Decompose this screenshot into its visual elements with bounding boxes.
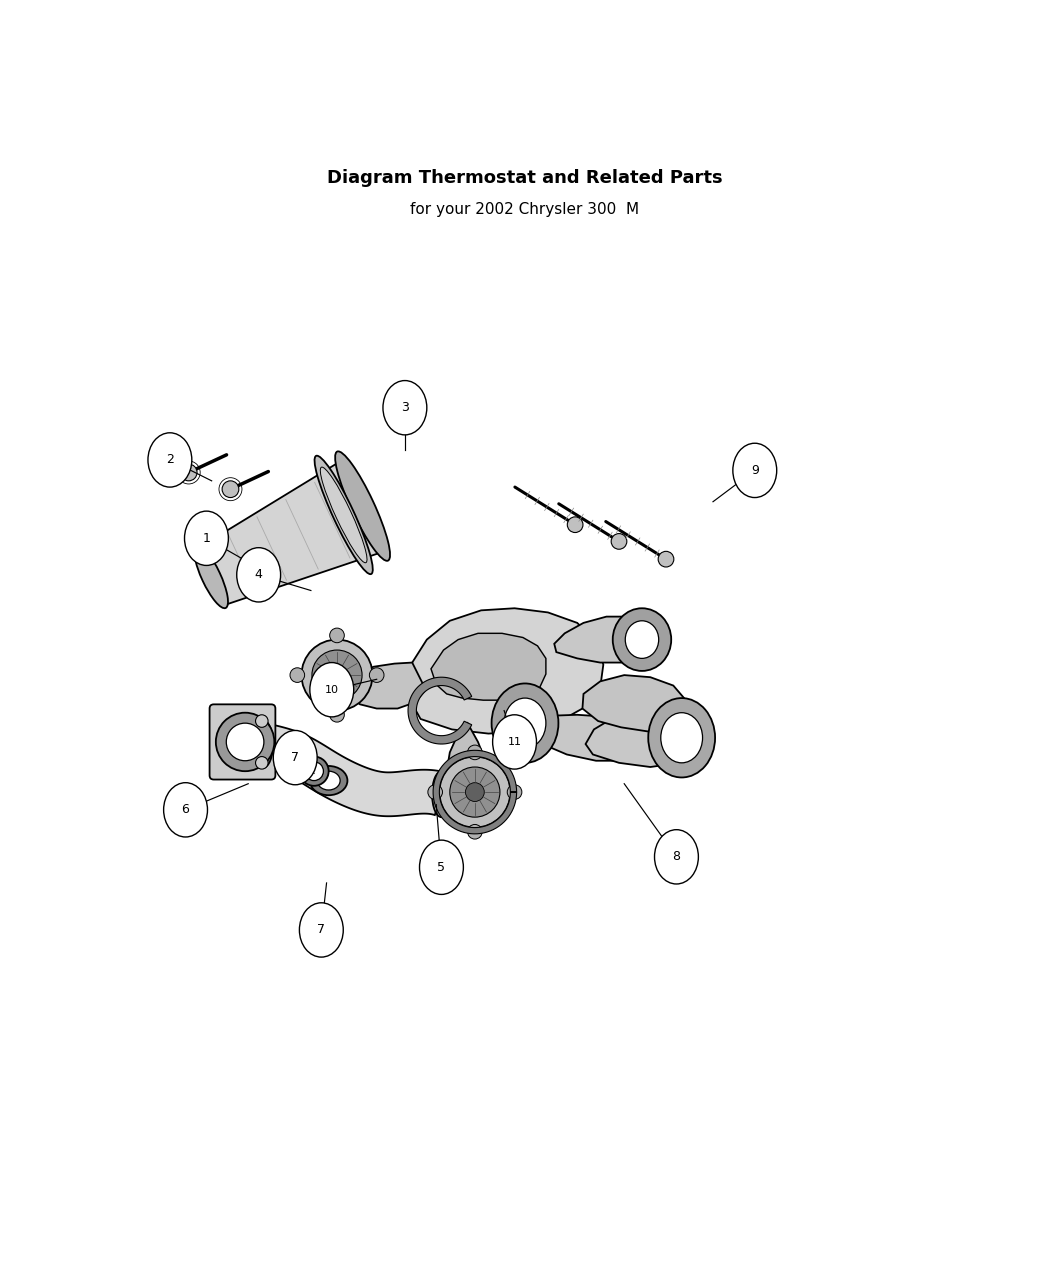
- Polygon shape: [583, 674, 686, 732]
- Ellipse shape: [465, 783, 484, 802]
- Ellipse shape: [648, 699, 715, 778]
- Ellipse shape: [660, 713, 702, 762]
- Text: 5: 5: [438, 861, 445, 873]
- Ellipse shape: [467, 745, 482, 760]
- Ellipse shape: [432, 771, 450, 817]
- Text: 6: 6: [182, 803, 189, 816]
- Text: 10: 10: [324, 685, 339, 695]
- Ellipse shape: [254, 720, 273, 768]
- Polygon shape: [586, 713, 700, 768]
- Ellipse shape: [613, 608, 671, 671]
- Ellipse shape: [439, 756, 510, 827]
- Text: 7: 7: [317, 923, 326, 936]
- Polygon shape: [348, 663, 426, 709]
- Ellipse shape: [658, 551, 674, 567]
- Text: 1: 1: [203, 532, 210, 544]
- Ellipse shape: [320, 467, 368, 562]
- Ellipse shape: [312, 650, 362, 700]
- Ellipse shape: [185, 511, 229, 565]
- Ellipse shape: [216, 713, 274, 771]
- Ellipse shape: [227, 723, 264, 761]
- Ellipse shape: [194, 546, 228, 608]
- Text: 4: 4: [255, 569, 262, 581]
- Ellipse shape: [273, 731, 317, 785]
- Ellipse shape: [330, 708, 344, 722]
- FancyBboxPatch shape: [210, 704, 275, 779]
- Text: 9: 9: [751, 464, 759, 477]
- Ellipse shape: [611, 533, 627, 550]
- Ellipse shape: [290, 668, 304, 682]
- Text: 8: 8: [672, 850, 680, 863]
- Ellipse shape: [328, 666, 347, 685]
- Polygon shape: [514, 715, 648, 761]
- Ellipse shape: [491, 683, 559, 762]
- Text: for your 2002 Chrysler 300  M: for your 2002 Chrysler 300 M: [411, 201, 639, 217]
- Ellipse shape: [335, 451, 390, 561]
- Ellipse shape: [148, 432, 192, 487]
- Ellipse shape: [507, 785, 522, 799]
- Ellipse shape: [567, 516, 583, 533]
- Polygon shape: [430, 634, 546, 700]
- Ellipse shape: [625, 621, 658, 658]
- Ellipse shape: [467, 825, 482, 839]
- Text: 3: 3: [401, 402, 408, 414]
- Ellipse shape: [370, 668, 384, 682]
- Ellipse shape: [492, 715, 537, 769]
- Text: Diagram Thermostat and Related Parts: Diagram Thermostat and Related Parts: [328, 170, 722, 187]
- Polygon shape: [254, 723, 448, 816]
- Circle shape: [255, 715, 268, 727]
- Text: 7: 7: [291, 751, 299, 764]
- Ellipse shape: [301, 640, 373, 710]
- Polygon shape: [411, 608, 604, 733]
- Ellipse shape: [383, 380, 426, 435]
- Ellipse shape: [223, 481, 238, 497]
- Polygon shape: [554, 617, 665, 663]
- Ellipse shape: [420, 840, 463, 895]
- Text: 2: 2: [166, 454, 174, 467]
- Polygon shape: [433, 750, 517, 834]
- Polygon shape: [408, 677, 471, 745]
- Polygon shape: [197, 460, 384, 606]
- Ellipse shape: [304, 761, 323, 780]
- Ellipse shape: [317, 771, 340, 790]
- Ellipse shape: [181, 464, 197, 481]
- Ellipse shape: [449, 768, 500, 817]
- Ellipse shape: [310, 766, 348, 796]
- Ellipse shape: [236, 548, 280, 602]
- Ellipse shape: [330, 629, 344, 643]
- Text: 11: 11: [507, 737, 522, 747]
- Ellipse shape: [654, 830, 698, 884]
- Circle shape: [255, 756, 268, 769]
- Ellipse shape: [733, 444, 777, 497]
- Ellipse shape: [504, 699, 546, 748]
- Ellipse shape: [164, 783, 208, 836]
- Ellipse shape: [299, 756, 329, 785]
- Ellipse shape: [310, 663, 354, 717]
- Ellipse shape: [315, 455, 373, 574]
- Ellipse shape: [427, 785, 442, 799]
- Ellipse shape: [299, 903, 343, 958]
- Polygon shape: [446, 723, 488, 802]
